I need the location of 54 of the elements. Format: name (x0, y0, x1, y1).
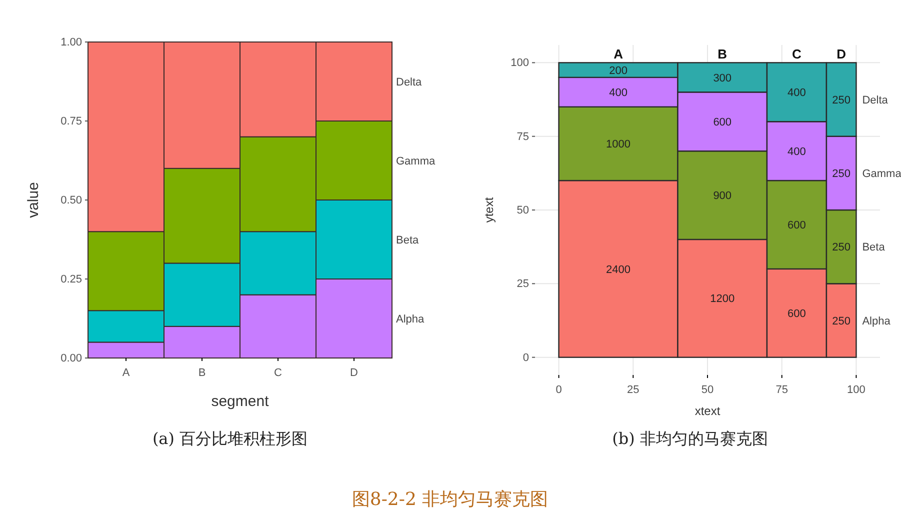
series-label: Gamma (396, 155, 436, 168)
annotation: A (614, 46, 624, 62)
y-tick-label: 50 (516, 204, 529, 217)
annotation: 400 (788, 146, 806, 158)
x-tick-label: C (274, 367, 282, 380)
annotation: 200 (609, 64, 628, 77)
x-axis-title: segment (211, 393, 270, 410)
annotation: 2400 (606, 264, 631, 276)
annotation: 400 (609, 86, 628, 99)
annotation: 250 (832, 168, 851, 180)
annotation: 900 (713, 190, 732, 202)
annotation: 300 (713, 72, 732, 84)
annotation: D (836, 46, 846, 62)
annotation: 600 (788, 308, 806, 320)
text: (b) 非均匀的马赛克图 (612, 429, 768, 448)
y-tick-label: 75 (516, 130, 529, 143)
y-tick-label: 0.00 (60, 352, 82, 365)
text: (a) 百分比堆积柱形图 (152, 429, 308, 448)
caption: 图8-2-2 非均匀马赛克图 (352, 489, 548, 510)
annotation: 1000 (606, 138, 631, 151)
series-label: Gamma (862, 168, 901, 180)
annotation: 250 (832, 94, 851, 106)
x-tick-label: 50 (701, 384, 714, 396)
x-axis-title: xtext (694, 404, 721, 418)
annotation: 600 (713, 116, 732, 128)
annotation: 1200 (710, 293, 735, 306)
x-tick-label: D (350, 367, 358, 380)
x-tick-label: A (122, 367, 130, 380)
series-label: Alpha (862, 315, 892, 328)
series-label: Delta (396, 76, 423, 88)
annotation: 400 (788, 86, 806, 99)
y-tick-label: 1.00 (60, 36, 82, 49)
y-tick-label: 25 (516, 278, 529, 290)
annotation: 250 (832, 315, 851, 328)
annotation: 250 (832, 242, 851, 254)
y-axis-title: ytext (482, 196, 496, 223)
series-label: Alpha (396, 313, 426, 326)
annotation: C (792, 46, 802, 62)
y-tick-label: 0.50 (60, 194, 82, 207)
y-axis-title: value (25, 182, 42, 218)
series-label: Beta (862, 242, 886, 254)
y-tick-label: 0 (522, 352, 529, 364)
series-label: Delta (862, 94, 889, 106)
x-tick-label: 0 (556, 384, 562, 396)
x-tick-label: 75 (776, 384, 788, 396)
annotation: 600 (788, 220, 806, 232)
annotation: B (718, 46, 728, 62)
x-tick-label: 25 (627, 384, 640, 396)
y-tick-label: 0.75 (60, 116, 82, 128)
y-tick-label: 0.25 (60, 274, 82, 286)
x-tick-label: 100 (847, 384, 866, 396)
x-tick-label: B (198, 367, 206, 380)
series-label: Beta (396, 234, 420, 246)
y-tick-label: 100 (510, 57, 529, 70)
